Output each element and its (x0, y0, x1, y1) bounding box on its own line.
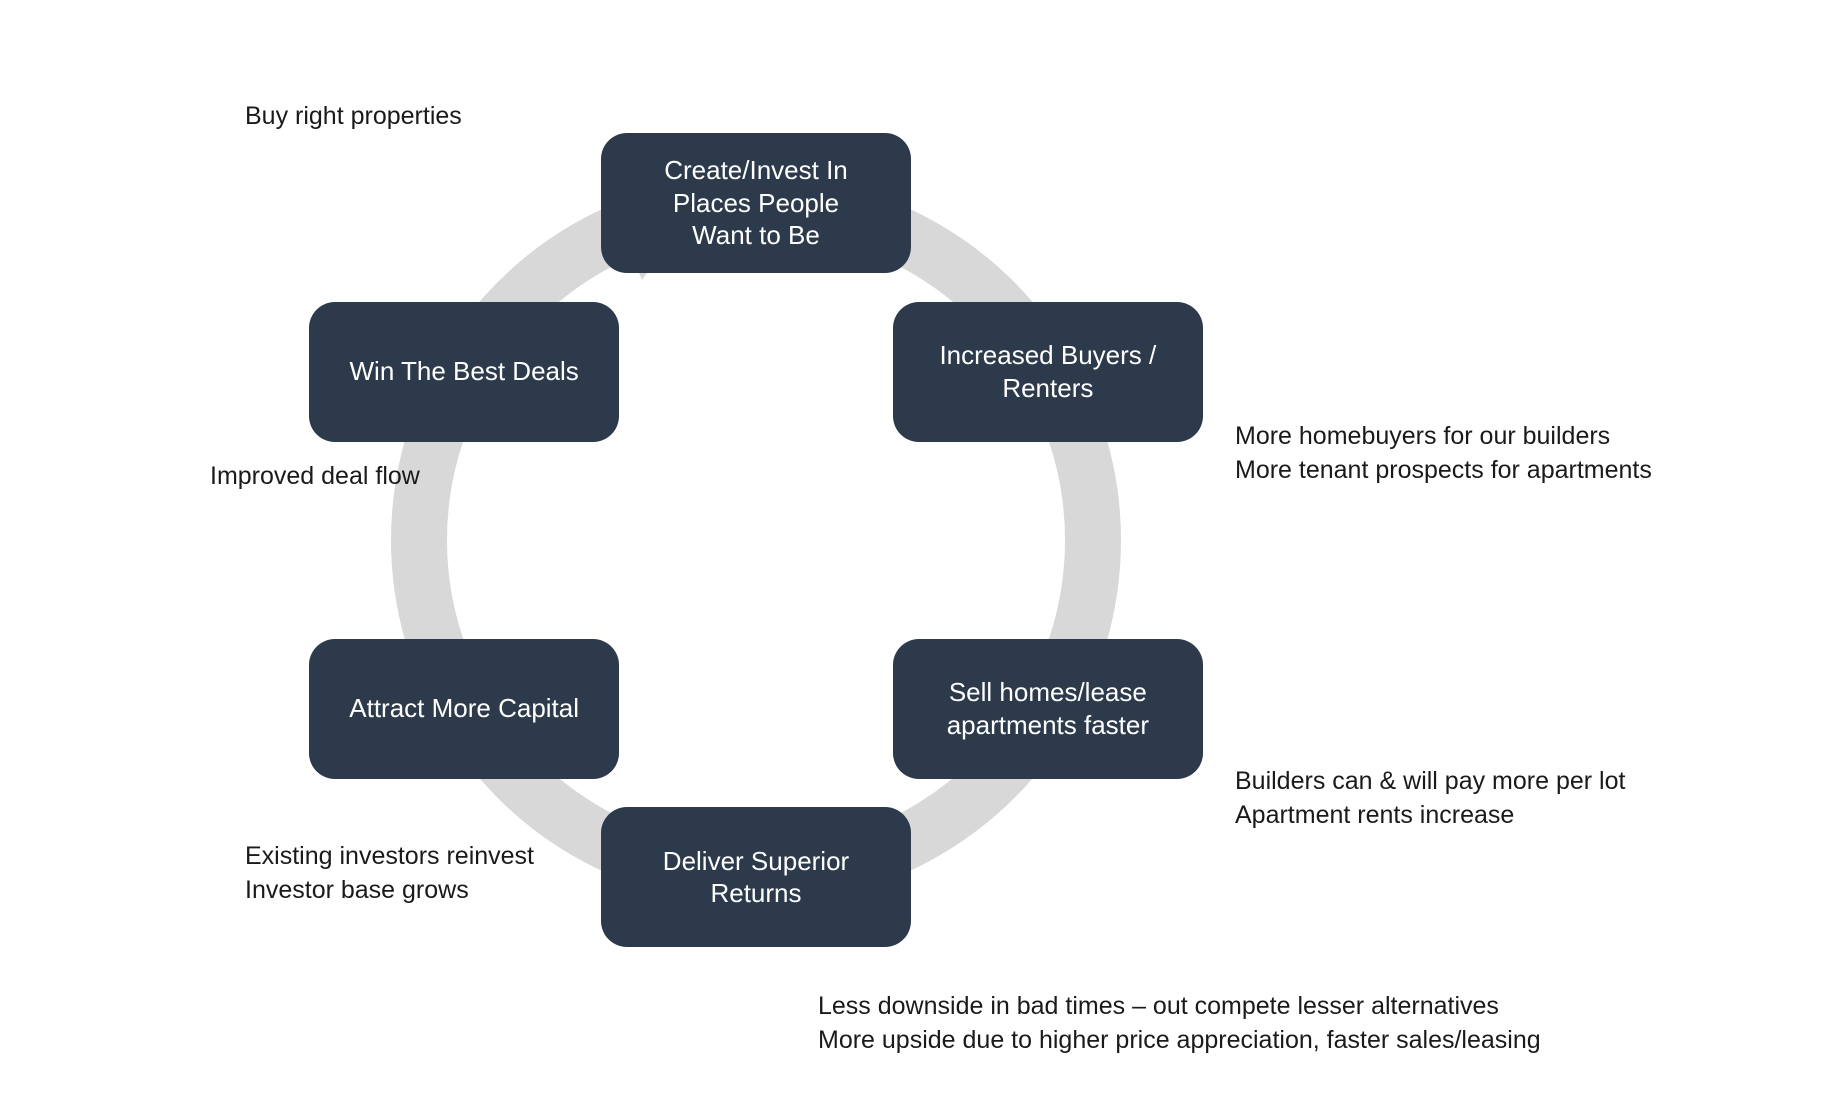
annotation-a3: Less downside in bad times – out compete… (818, 990, 1541, 1058)
cycle-node-n3: Deliver Superior Returns (601, 807, 911, 947)
cycle-node-label: Attract More Capital (349, 692, 579, 725)
cycle-node-label: Sell homes/lease apartments faster (947, 676, 1149, 741)
annotation-a4: Existing investors reinvest Investor bas… (245, 840, 534, 908)
annotation-a5: Improved deal flow (210, 460, 420, 494)
cycle-node-n2: Sell homes/lease apartments faster (893, 639, 1203, 779)
cycle-ring (0, 0, 1838, 1116)
cycle-node-n4: Attract More Capital (309, 639, 619, 779)
cycle-diagram: Create/Invest In Places People Want to B… (0, 0, 1838, 1116)
cycle-node-label: Deliver Superior Returns (663, 845, 849, 910)
annotation-a0: Buy right properties (245, 100, 462, 134)
annotation-a2: Builders can & will pay more per lot Apa… (1235, 765, 1625, 833)
cycle-node-n5: Win The Best Deals (309, 302, 619, 442)
cycle-node-label: Create/Invest In Places People Want to B… (664, 154, 848, 252)
cycle-node-label: Win The Best Deals (350, 355, 579, 388)
cycle-node-n0: Create/Invest In Places People Want to B… (601, 133, 911, 273)
annotation-a1: More homebuyers for our builders More te… (1235, 420, 1652, 488)
cycle-node-label: Increased Buyers / Renters (939, 339, 1156, 404)
cycle-node-n1: Increased Buyers / Renters (893, 302, 1203, 442)
